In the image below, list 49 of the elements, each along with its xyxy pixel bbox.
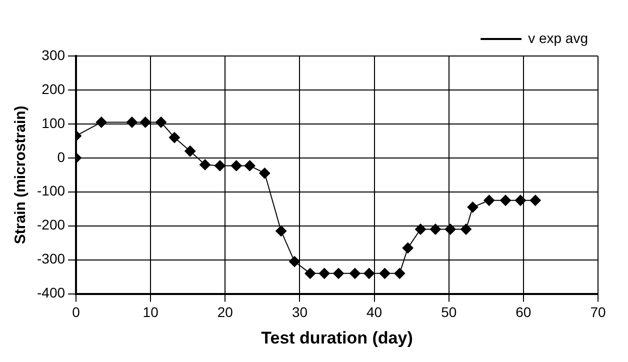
x-axis-title: Test duration (day)	[261, 328, 413, 348]
x-tick-label: 40	[366, 304, 382, 320]
y-tick-label: 200	[42, 80, 66, 97]
x-tick-label: 0	[72, 304, 80, 320]
point	[140, 116, 151, 128]
point	[379, 268, 390, 279]
point	[349, 268, 360, 279]
point	[214, 160, 226, 172]
y-tick-label: 0	[57, 148, 66, 165]
point	[444, 224, 456, 235]
point	[304, 268, 316, 279]
point	[318, 268, 330, 279]
x-tick-label: 70	[590, 304, 606, 320]
x-tick-label: 10	[142, 304, 159, 320]
point	[467, 202, 478, 213]
y-axis-title: Strain (microstrain)	[12, 106, 30, 244]
y-tick-label: -100	[36, 182, 66, 199]
point	[259, 168, 270, 179]
y-tick-label: -300	[36, 250, 66, 267]
point	[126, 116, 138, 128]
x-tick-label: 60	[516, 304, 532, 320]
point	[244, 160, 256, 172]
point	[530, 194, 541, 206]
point	[402, 242, 414, 254]
point	[184, 146, 196, 157]
point	[484, 194, 495, 206]
x-tick-label: 20	[217, 304, 234, 320]
point	[289, 256, 300, 268]
y-tick-label: 300	[42, 46, 66, 63]
point	[156, 116, 167, 128]
point	[200, 159, 211, 170]
y-tick-label: 100	[42, 114, 66, 131]
x-tick-label: 30	[292, 304, 308, 320]
legend-label: v exp avg	[528, 30, 588, 46]
point	[168, 132, 180, 144]
point	[430, 224, 441, 235]
point	[514, 194, 526, 206]
point	[364, 268, 375, 279]
point	[500, 194, 512, 206]
point	[230, 160, 242, 172]
point	[96, 116, 107, 128]
point	[415, 224, 426, 235]
point	[276, 225, 287, 236]
y-tick-label: -200	[36, 216, 66, 233]
point	[460, 224, 472, 235]
point	[394, 268, 406, 279]
y-tick-label: -400	[36, 284, 66, 301]
point	[333, 268, 344, 279]
x-tick-label: 50	[441, 304, 457, 320]
